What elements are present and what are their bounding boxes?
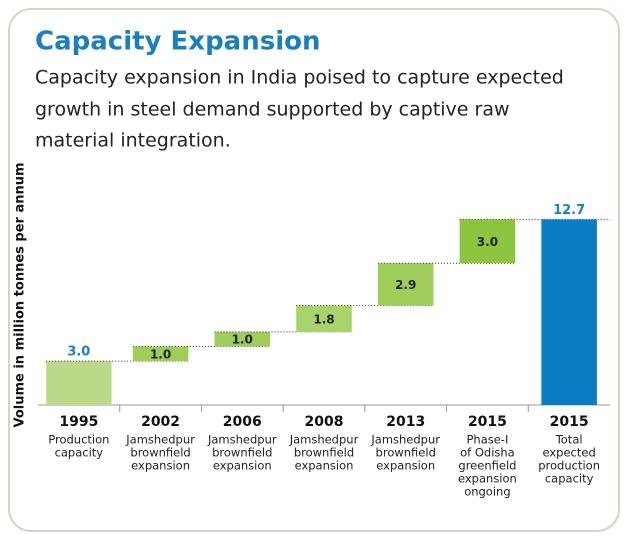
value-label: 1.0 [232,333,253,347]
chart-title: Capacity Expansion [35,27,321,57]
category-description: expansion [295,459,354,473]
bar [46,361,112,405]
x-tick-label: 2015 [550,414,589,430]
category-description: Jamshedpur [370,433,440,447]
category-description: Jamshedpur [289,433,359,447]
category-description: production [538,459,600,473]
category-description: ongoing [464,485,510,499]
category-description: capacity [545,472,594,486]
category-description: of Odisha [460,446,515,460]
x-tick-label: 2006 [223,414,262,430]
x-tick-label: 2013 [386,414,425,430]
category-description: expansion [213,459,272,473]
subtitle-line: material integration. [35,130,231,152]
category-description: brownfield [212,446,272,460]
category-description: brownfield [294,446,354,460]
category-description: expansion [131,459,190,473]
category-description: Jamshedpur [125,433,195,447]
category-description: expansion [458,472,517,486]
x-tick-label: 2002 [141,414,180,430]
x-tick-label: 2015 [468,414,507,430]
category-description: brownfield [376,446,436,460]
category-description: expected [543,446,596,460]
subtitle-line: Capacity expansion in India poised to ca… [35,67,564,89]
value-label: 12.7 [553,203,585,218]
bar [377,263,434,306]
bar [296,305,352,332]
bar [132,346,189,362]
subtitle-line: growth in steel demand supported by capt… [35,99,510,121]
category-description: expansion [376,459,435,473]
bar [459,219,516,264]
value-label: 1.8 [313,312,334,326]
category-description: Total [555,433,583,447]
bar [214,331,271,347]
x-tick-label: 2008 [305,414,344,430]
category-description: capacity [55,446,104,460]
value-label: 3.0 [477,235,498,249]
category-description: Production [48,433,109,447]
category-description: Phase-I [466,433,508,447]
category-description: Jamshedpur [207,433,277,447]
value-label: 1.0 [150,347,171,361]
category-description: greenfield [458,459,516,473]
category-description: brownfield [130,446,190,460]
bar [541,219,597,405]
value-label: 3.0 [67,345,90,360]
value-label: 2.9 [395,278,416,292]
y-axis-label: Volume in million tonnes per annum [13,162,28,427]
x-tick-label: 1995 [59,414,98,430]
panel [8,8,620,532]
